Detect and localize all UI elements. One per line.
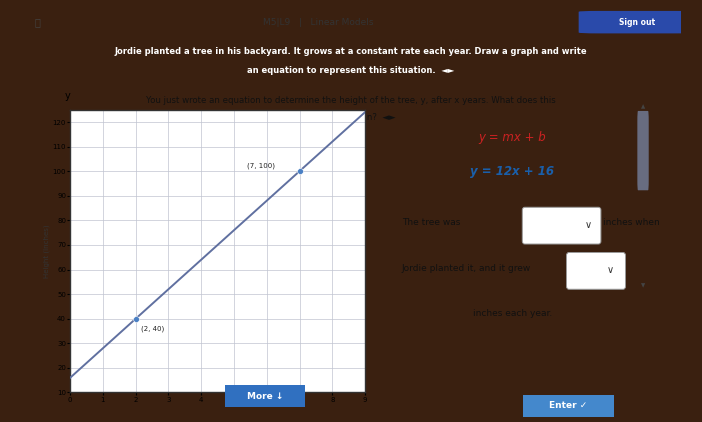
Text: 🔓: 🔓 [34,17,41,27]
Text: Sign out: Sign out [618,18,655,27]
Text: y = 12x + 16: y = 12x + 16 [470,165,555,179]
Text: y: y [65,91,70,101]
Y-axis label: Height (Inches): Height (Inches) [44,224,50,278]
FancyBboxPatch shape [517,394,620,418]
Text: The tree was: The tree was [402,218,461,227]
FancyBboxPatch shape [637,111,649,190]
Text: (7, 100): (7, 100) [247,162,275,169]
Text: M5|L9   |   Linear Models: M5|L9 | Linear Models [263,18,373,27]
Text: ▼: ▼ [641,283,645,288]
Point [130,315,141,322]
Text: equation mean?  ◄►: equation mean? ◄► [307,114,395,122]
Text: More ↓: More ↓ [247,392,283,401]
Text: Jordie planted a tree in his backyard. It grows at a constant rate each year. Dr: Jordie planted a tree in his backyard. I… [114,47,588,56]
Text: inches when: inches when [604,218,660,227]
FancyBboxPatch shape [220,384,310,408]
Text: ∨: ∨ [607,265,614,275]
FancyBboxPatch shape [522,207,601,244]
Text: y = mx + b: y = mx + b [479,132,546,144]
Text: Jordie planted it, and it grew: Jordie planted it, and it grew [402,264,531,273]
FancyBboxPatch shape [567,252,625,289]
Text: Enter ✓: Enter ✓ [550,401,588,411]
Text: an equation to represent this situation.  ◄►: an equation to represent this situation.… [247,66,455,75]
Text: ∨: ∨ [585,220,592,230]
Text: You just wrote an equation to determine the height of the tree, y, after x years: You just wrote an equation to determine … [146,96,556,105]
Point [294,168,305,175]
FancyBboxPatch shape [578,11,694,33]
Text: ▲: ▲ [641,105,645,109]
Text: inches each year.: inches each year. [473,309,552,318]
Text: (2, 40): (2, 40) [140,326,164,333]
